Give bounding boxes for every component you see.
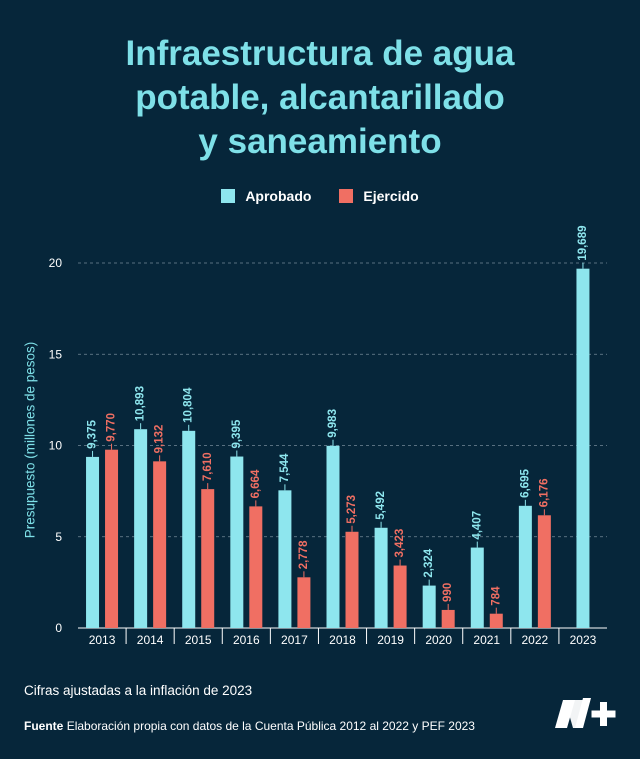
chart-title-line-1: Infraestructura de agua [125, 34, 515, 73]
data-label-ejercido: 6,664 [250, 469, 262, 498]
legend-item-aprobado: Aprobado [221, 188, 311, 204]
bar-ejercido [249, 506, 263, 628]
source-text: Elaboración propia con datos de la Cuent… [66, 719, 475, 733]
chart-title-line-2: potable, alcantarillado [135, 78, 505, 117]
nmas-logo-icon [555, 698, 616, 728]
y-tick-label: 20 [49, 256, 63, 270]
data-label-aprobado: 9,375 [87, 420, 99, 449]
bar-aprobado [326, 445, 340, 628]
bar-ejercido [441, 609, 455, 628]
x-tick-label: 2015 [185, 633, 212, 647]
legend-item-ejercido: Ejercido [339, 188, 419, 204]
bar-ejercido [393, 565, 407, 628]
x-tick-label: 2021 [473, 633, 500, 647]
data-label-ejercido: 990 [442, 583, 454, 602]
bar-aprobado [576, 268, 590, 628]
data-label-aprobado: 2,324 [423, 548, 435, 577]
source-line: Fuente Elaboración propia con datos de l… [24, 719, 475, 733]
bar-aprobado [278, 490, 292, 628]
bar-ejercido [489, 613, 503, 628]
data-label-ejercido: 3,423 [394, 529, 406, 558]
y-tick-label: 10 [49, 439, 63, 453]
bar-aprobado [134, 429, 148, 628]
data-label-aprobado: 6,695 [519, 468, 531, 497]
data-label-ejercido: 2,778 [298, 540, 310, 569]
x-tick-label: 2014 [137, 633, 164, 647]
data-label-aprobado: 19,689 [577, 225, 589, 260]
bar-aprobado [374, 527, 388, 628]
data-label-ejercido: 784 [490, 586, 502, 606]
x-tick-label: 2022 [522, 633, 549, 647]
data-label-ejercido: 9,132 [154, 425, 166, 454]
y-tick-label: 0 [55, 621, 62, 635]
data-label-aprobado: 7,544 [279, 453, 291, 482]
bar-ejercido [105, 449, 119, 628]
data-label-aprobado: 10,893 [135, 386, 147, 421]
legend-label-aprobado: Aprobado [245, 188, 312, 204]
bar-chart: 0 5 10 15 20 2013 9,375 9,770 2014 10,893 9,132 201… [49, 225, 607, 647]
data-label-ejercido: 6,176 [538, 479, 550, 508]
inflation-note: Cifras ajustadas a la inflación de 2023 [24, 683, 253, 698]
data-label-ejercido: 9,770 [106, 413, 118, 442]
bar-aprobado [86, 456, 100, 628]
x-tick-label: 2018 [329, 633, 356, 647]
data-label-aprobado: 9,983 [327, 409, 339, 438]
bar-aprobado [518, 505, 532, 628]
data-label-aprobado: 5,492 [375, 491, 387, 520]
bar-ejercido [537, 515, 551, 628]
source-label: Fuente [24, 719, 64, 733]
x-tick-label: 2023 [570, 633, 597, 647]
bar-ejercido [153, 461, 167, 628]
data-label-aprobado: 9,395 [231, 419, 243, 448]
bar-aprobado [230, 456, 244, 628]
data-label-aprobado: 10,804 [183, 387, 195, 423]
x-tick-label: 2013 [89, 633, 116, 647]
y-tick-label: 5 [55, 530, 62, 544]
data-label-ejercido: 7,610 [202, 452, 214, 481]
bar-ejercido [201, 489, 215, 628]
legend-swatch-aprobado [221, 189, 236, 203]
bar-aprobado [470, 547, 484, 628]
data-label-aprobado: 4,407 [471, 511, 483, 540]
chart-title-line-3: y saneamiento [198, 122, 442, 161]
y-tick-label: 15 [49, 347, 63, 361]
chart-title: Infraestructura de agua potable, alcanta… [0, 32, 640, 164]
x-tick-label: 2016 [233, 633, 260, 647]
data-label-ejercido: 5,273 [346, 495, 358, 524]
legend-label-ejercido: Ejercido [363, 188, 419, 204]
bar-ejercido [297, 577, 311, 628]
x-tick-label: 2020 [425, 633, 452, 647]
bar-aprobado [182, 430, 196, 628]
bar-ejercido [345, 531, 359, 628]
x-tick-label: 2017 [281, 633, 308, 647]
legend: Aprobado Ejercido [0, 188, 640, 204]
bar-aprobado [422, 585, 436, 628]
legend-swatch-ejercido [339, 189, 354, 203]
x-tick-label: 2019 [377, 633, 404, 647]
